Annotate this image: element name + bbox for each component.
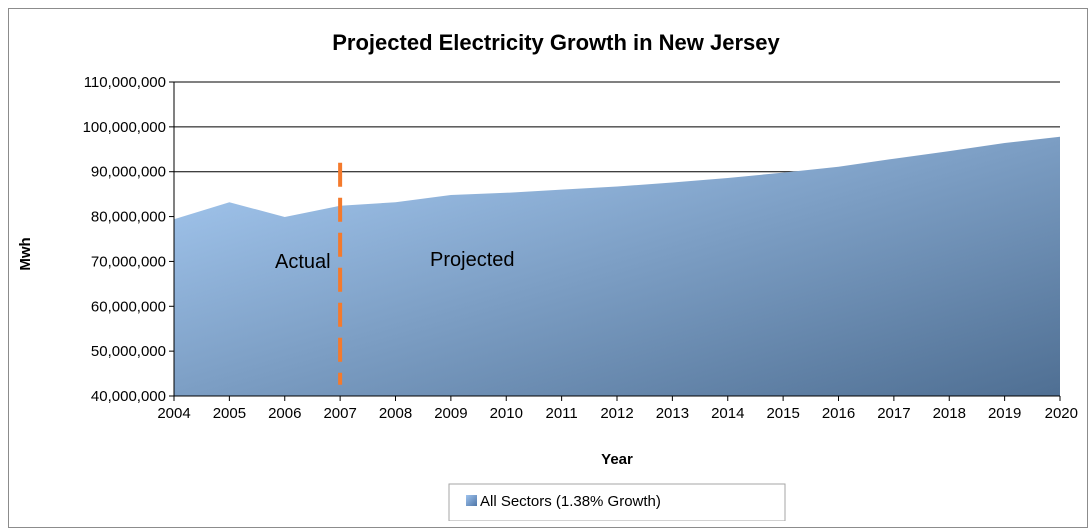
x-tick-label: 2019 — [988, 405, 1021, 422]
legend: All Sectors (1.38% Growth) — [448, 483, 786, 521]
x-tick-label: 2010 — [490, 405, 523, 422]
y-tick-label: 110,000,000 — [84, 74, 166, 91]
x-tick-label: 2007 — [323, 405, 356, 422]
y-tick-label: 70,000,000 — [91, 253, 166, 270]
annotation-projected: Projected — [430, 249, 515, 271]
x-axis-ticks: 2004 2005 2006 2007 2008 2009 2010 2011 2012 2013… — [157, 396, 1078, 422]
x-tick-label: 2014 — [711, 405, 744, 422]
x-tick-label: 2012 — [600, 405, 633, 422]
y-tick-label: 60,000,000 — [91, 298, 166, 315]
x-tick-label: 2004 — [157, 405, 190, 422]
x-tick-label: 2017 — [877, 405, 910, 422]
y-tick-label: 100,000,000 — [83, 119, 166, 136]
x-tick-label: 2020 — [1045, 405, 1078, 422]
annotation-actual: Actual — [275, 251, 331, 273]
x-tick-label: 2013 — [656, 405, 689, 422]
y-tick-label: 90,000,000 — [91, 164, 166, 181]
x-tick-label: 2018 — [933, 405, 966, 422]
y-tick-label: 40,000,000 — [91, 388, 166, 405]
series-area-all-sectors — [174, 136, 1060, 396]
x-tick-label: 2009 — [434, 405, 467, 422]
x-tick-label: 2015 — [766, 405, 799, 422]
y-tick-label: 50,000,000 — [91, 343, 166, 360]
legend-box — [448, 483, 786, 521]
legend-entry: All Sectors (1.38% Growth) — [480, 493, 661, 510]
x-tick-label: 2011 — [545, 405, 577, 422]
y-axis-ticks: 40,000,000 50,000,000 60,000,000 70,000,000… — [83, 74, 174, 405]
x-tick-label: 2008 — [379, 405, 412, 422]
x-tick-label: 2016 — [822, 405, 855, 422]
x-axis-label: Year — [601, 451, 633, 468]
x-tick-label: 2006 — [268, 405, 301, 422]
chart-title: Projected Electricity Growth in New Jers… — [332, 30, 780, 55]
legend-swatch — [466, 495, 477, 506]
y-axis-label: Mwh — [17, 237, 34, 270]
y-tick-label: 80,000,000 — [91, 209, 166, 226]
x-tick-label: 2005 — [213, 405, 246, 422]
